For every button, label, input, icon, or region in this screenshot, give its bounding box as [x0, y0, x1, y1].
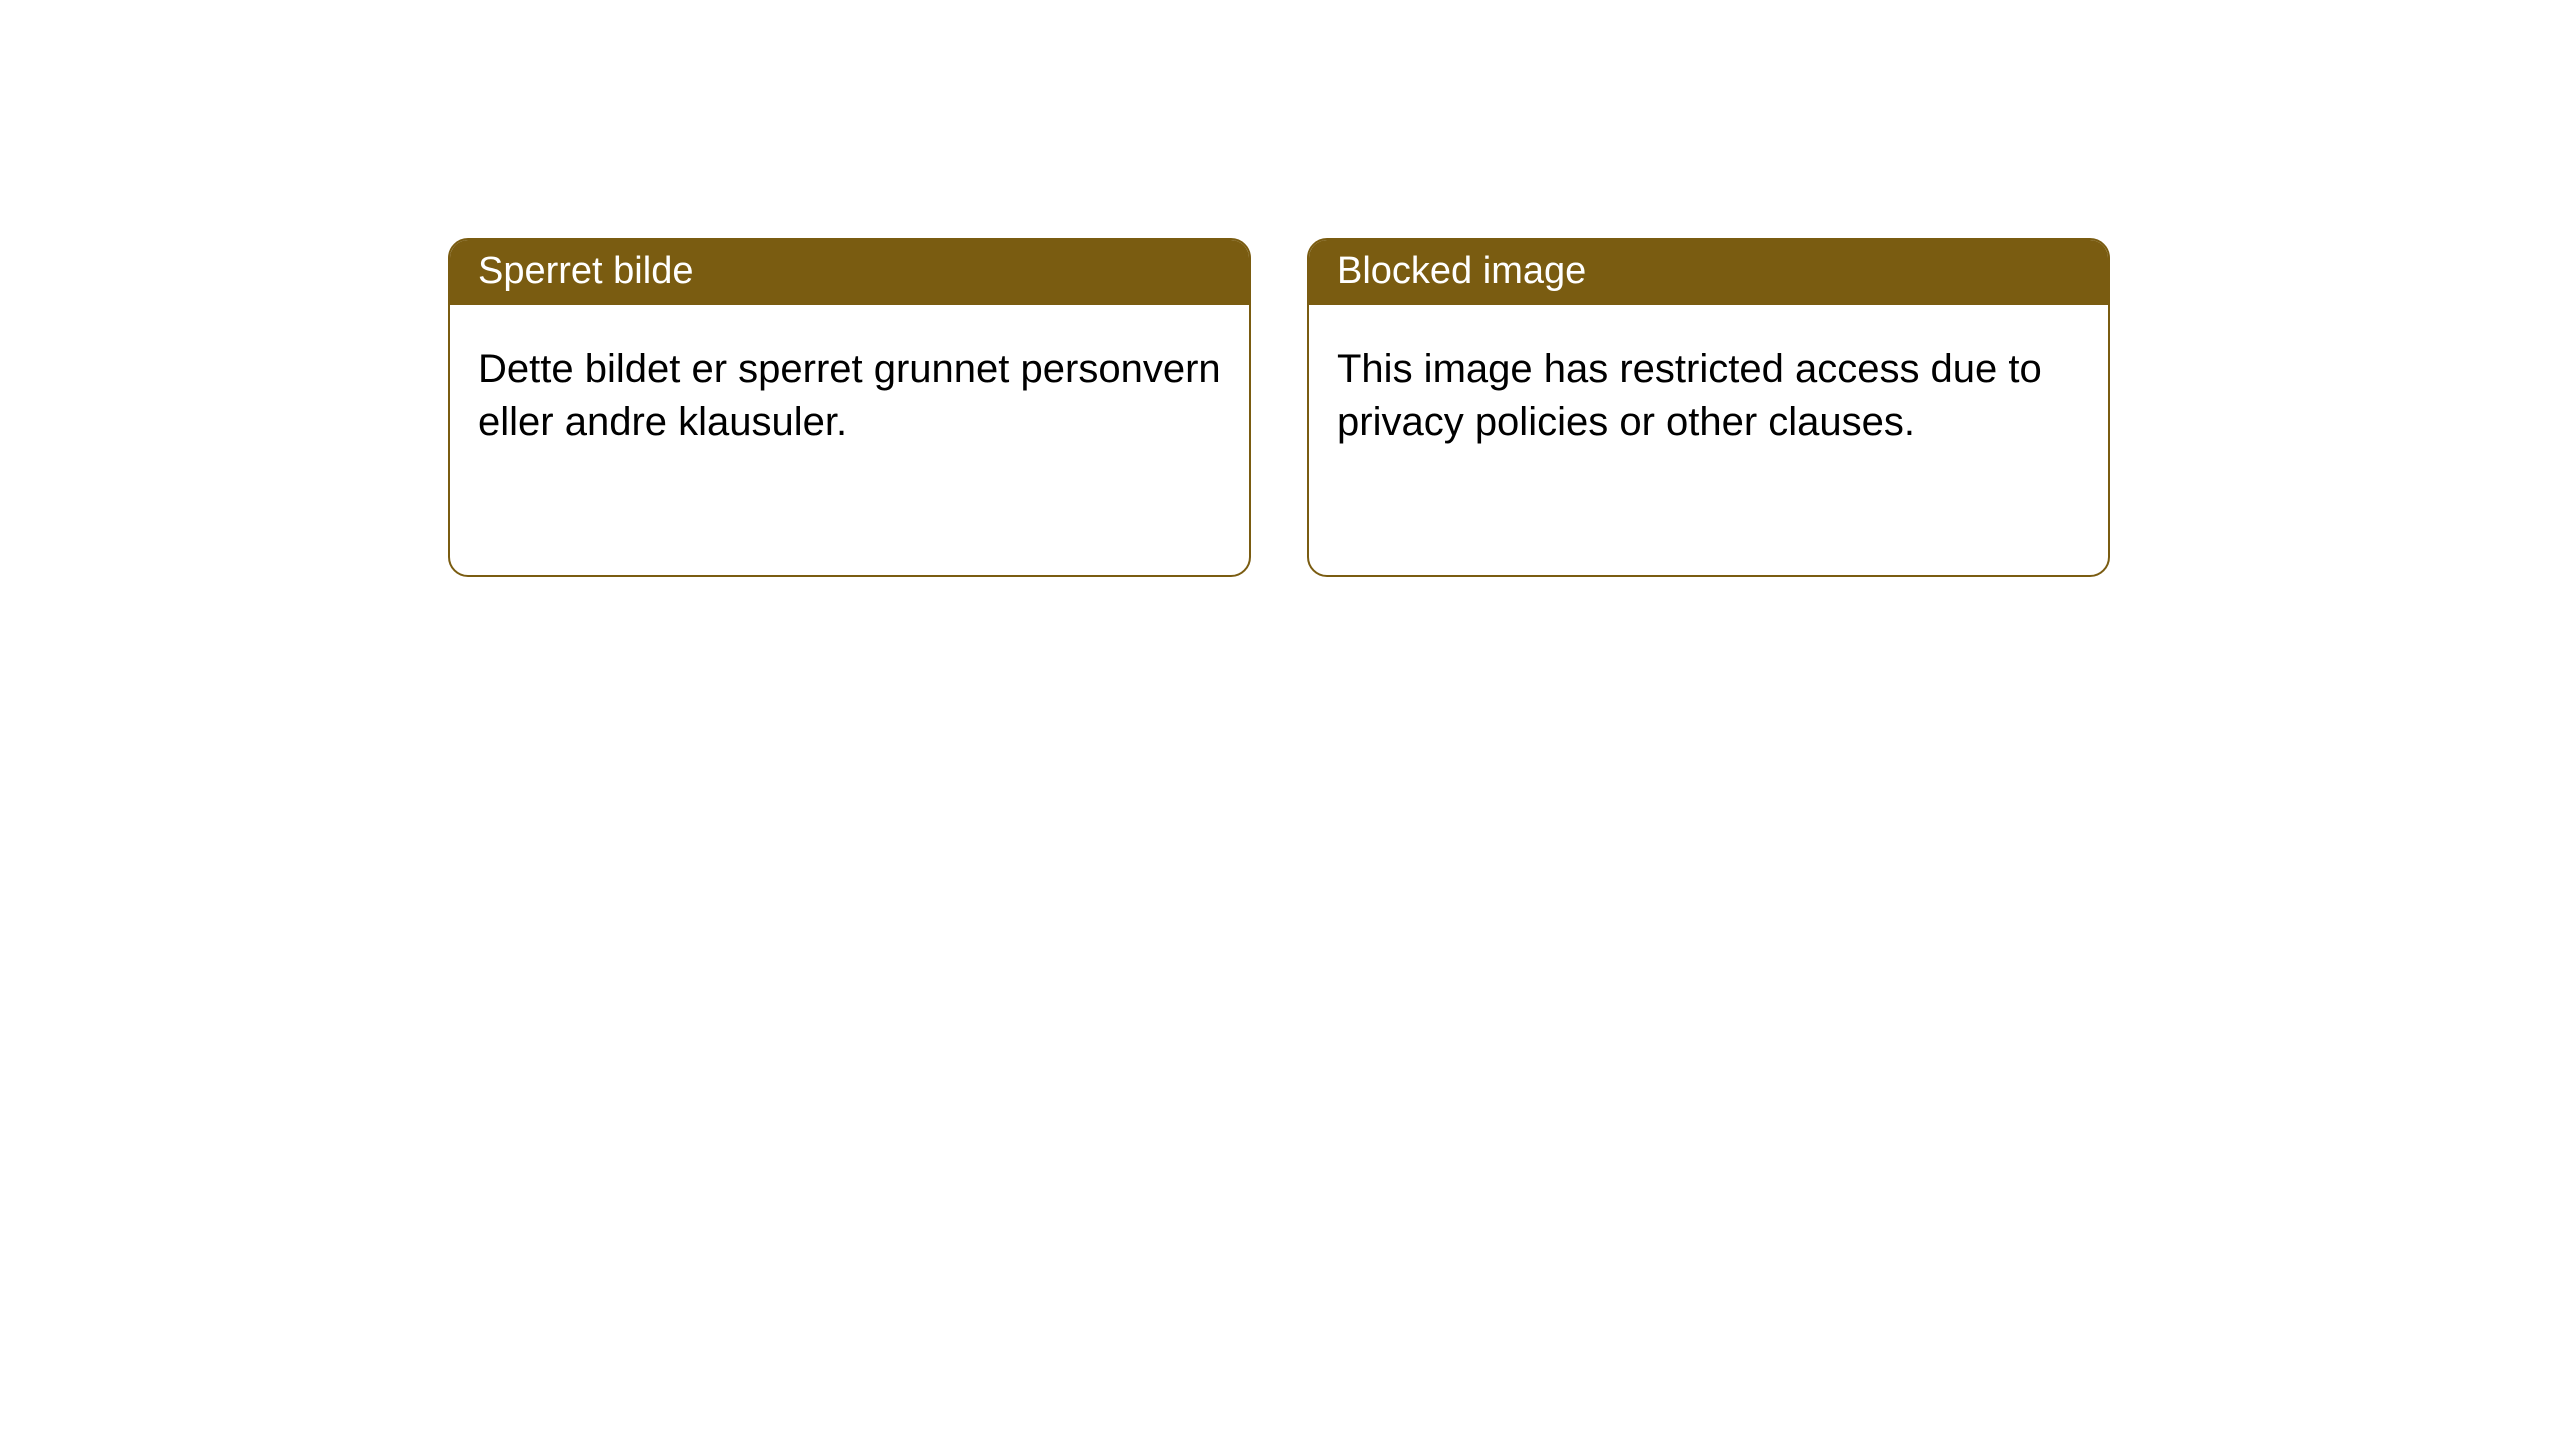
notice-container: Sperret bilde Dette bildet er sperret gr… [0, 0, 2560, 577]
blocked-image-card-no: Sperret bilde Dette bildet er sperret gr… [448, 238, 1251, 577]
blocked-image-card-en: Blocked image This image has restricted … [1307, 238, 2110, 577]
card-header-en: Blocked image [1309, 240, 2108, 305]
card-header-no: Sperret bilde [450, 240, 1249, 305]
card-body-no: Dette bildet er sperret grunnet personve… [450, 305, 1249, 575]
card-body-en: This image has restricted access due to … [1309, 305, 2108, 575]
